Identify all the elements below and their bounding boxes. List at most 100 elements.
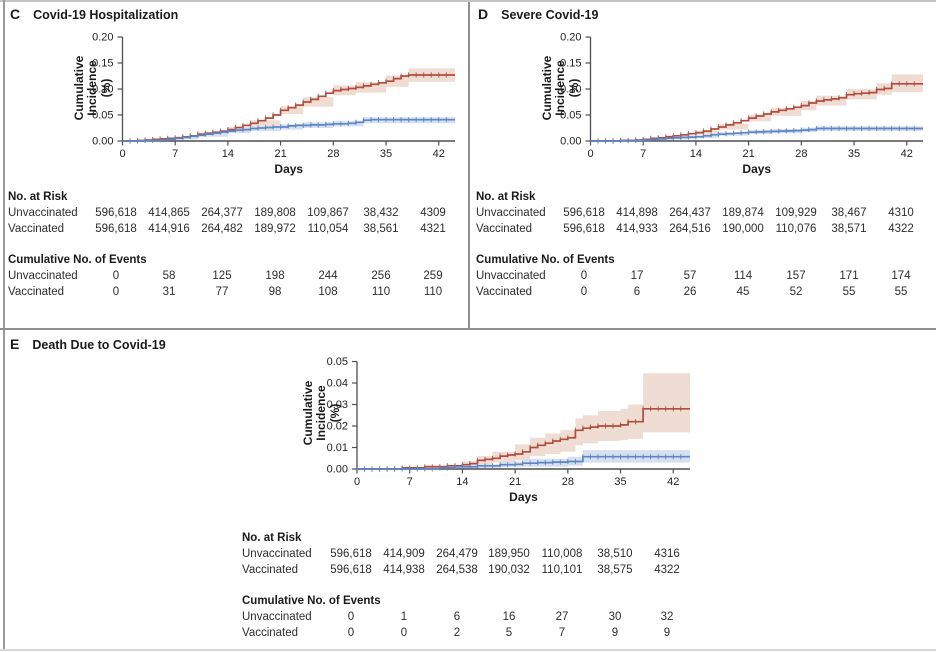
table-cell: 0 — [400, 626, 408, 639]
table-cell: 7 — [558, 626, 566, 639]
x-tick-label: 14 — [456, 476, 468, 488]
table-cell: 264,479 — [436, 548, 478, 560]
table-cell: 414,865 — [148, 207, 190, 219]
x-tick-label: 42 — [667, 476, 679, 488]
censor-ticks-vaccinated — [129, 117, 447, 144]
panel-divider-horizontal — [0, 328, 936, 330]
x-tick-label: 28 — [562, 476, 574, 488]
table-cell: 596,618 — [330, 548, 372, 560]
x-axis-title: Days — [274, 162, 303, 176]
table-cell: 414,933 — [616, 222, 658, 235]
panel-divider-vertical — [468, 2, 470, 329]
x-tick-label: 42 — [433, 148, 445, 160]
table-cell: 259 — [423, 270, 443, 282]
table-cell: 52 — [789, 285, 803, 298]
y-tick-label: 0.15 — [560, 58, 581, 70]
y-tick-label: 0.05 — [560, 110, 581, 122]
table-row-label: Vaccinated — [8, 222, 65, 235]
table-cell: 114 — [733, 270, 753, 282]
risk-events-tables: No. at Risk Unvaccinated 596,618 414,898 264… — [468, 0, 936, 328]
panel-c-covid19-hospitalization: C Covid-19 Hospitalization Cumulative In… — [0, 0, 468, 328]
x-tick-label: 14 — [690, 148, 702, 160]
table-cell: 190,032 — [488, 563, 530, 576]
cumulative-events-header: Cumulative No. of Events — [242, 595, 381, 607]
y-tick-label: 0.10 — [92, 84, 113, 96]
table-cell: 109,929 — [775, 207, 817, 219]
panel-letter: C — [10, 6, 21, 22]
ci-band-unvaccinated — [357, 373, 690, 469]
table-cell: 38,571 — [831, 222, 867, 235]
table-cell: 264,482 — [201, 222, 243, 235]
panel-letter: D — [478, 6, 489, 22]
table-cell: 4322 — [654, 563, 680, 576]
table-cell: 38,510 — [597, 548, 633, 560]
risk-events-tables: No. at Risk Unvaccinated 596,618 414,865 264… — [0, 0, 468, 328]
ci-band-unvaccinated — [122, 68, 455, 141]
table-cell: 264,538 — [436, 563, 478, 576]
x-tick-label: 14 — [222, 148, 234, 160]
table-cell: 4322 — [888, 222, 914, 235]
y-tick-label: 0.15 — [92, 58, 113, 70]
table-row-label: Unvaccinated — [242, 611, 312, 623]
table-cell: 264,516 — [669, 222, 711, 235]
table-cell: 4310 — [888, 207, 914, 219]
table-cell: 38,561 — [363, 222, 399, 235]
table-cell: 58 — [162, 270, 176, 282]
no-at-risk-header: No. at Risk — [476, 191, 536, 203]
panel-e-death-due-to-covid19: E Death Due to Covid-19 Cumulative Incid… — [0, 330, 936, 652]
panel-title: Severe Covid-19 — [501, 8, 599, 22]
table-cell: 45 — [736, 285, 750, 298]
table-cell: 198 — [265, 270, 285, 282]
cumulative-events-header: Cumulative No. of Events — [476, 254, 615, 266]
table-cell: 1 — [400, 611, 408, 623]
y-tick-label: 0.00 — [327, 464, 348, 476]
table-cell: 110,054 — [307, 222, 349, 235]
table-cell: 26 — [683, 285, 697, 298]
panel-letter: E — [10, 336, 20, 352]
table-cell: 125 — [212, 270, 232, 282]
x-tick-label: 21 — [275, 148, 287, 160]
table-cell: 4309 — [420, 207, 446, 219]
table-row-label: Unvaccinated — [476, 270, 546, 282]
y-tick-label: 0.10 — [560, 84, 581, 96]
table-cell: 108 — [318, 285, 338, 298]
table-cell: 9 — [663, 626, 671, 639]
table-cell: 189,950 — [488, 548, 530, 560]
km-chart-death: 0.00 0.01 0.02 0.03 0.04 0.05 0 7 14 21 28 35 42 Days — [327, 356, 690, 504]
figure-border-left — [3, 0, 5, 650]
table-cell: 596,618 — [563, 207, 605, 219]
figure-border-top — [0, 0, 936, 2]
table-cell: 31 — [162, 285, 176, 298]
table-cell: 414,916 — [148, 222, 190, 235]
x-tick-label: 0 — [119, 148, 125, 160]
table-cell: 244 — [318, 270, 338, 282]
panel-title: Death Due to Covid-19 — [32, 338, 166, 352]
panel-header: E Death Due to Covid-19 — [10, 336, 166, 352]
table-row-label: Unvaccinated — [8, 207, 78, 219]
table-cell: 189,972 — [254, 222, 296, 235]
x-tick-label: 35 — [614, 476, 626, 488]
table-cell: 190,000 — [722, 222, 764, 235]
x-tick-label: 7 — [640, 148, 646, 160]
table-cell: 110 — [423, 285, 443, 298]
table-cell: 27 — [555, 611, 569, 623]
y-tick-label: 0.05 — [327, 356, 348, 368]
table-cell: 55 — [842, 285, 856, 298]
table-cell: 264,377 — [201, 207, 243, 219]
table-row-label: Vaccinated — [242, 563, 299, 576]
table-row-label: Unvaccinated — [476, 207, 546, 219]
x-tick-label: 28 — [795, 148, 807, 160]
table-cell: 38,575 — [597, 563, 633, 576]
table-row-label: Unvaccinated — [8, 270, 78, 282]
table-cell: 0 — [347, 611, 355, 623]
table-row-label: Unvaccinated — [242, 548, 312, 560]
table-cell: 596,618 — [95, 207, 137, 219]
table-row-label: Vaccinated — [476, 222, 533, 235]
x-tick-label: 42 — [901, 148, 913, 160]
table-cell: 174 — [891, 270, 911, 282]
table-row-label: Vaccinated — [8, 285, 65, 298]
table-cell: 189,808 — [254, 207, 296, 219]
x-axis-title: Days — [509, 490, 538, 504]
table-cell: 55 — [894, 285, 908, 298]
